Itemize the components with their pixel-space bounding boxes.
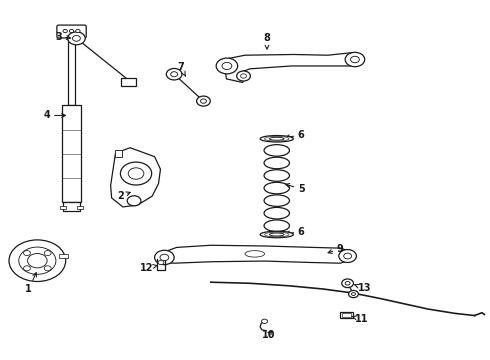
Circle shape <box>24 266 30 271</box>
Text: 11: 11 <box>352 314 368 324</box>
Text: 5: 5 <box>286 184 305 194</box>
Circle shape <box>127 196 141 206</box>
Text: 2: 2 <box>117 191 130 201</box>
Circle shape <box>44 266 51 271</box>
Circle shape <box>348 291 358 298</box>
Polygon shape <box>158 245 351 263</box>
Circle shape <box>73 36 80 41</box>
Polygon shape <box>111 148 160 207</box>
Circle shape <box>343 253 351 259</box>
Ellipse shape <box>260 135 294 142</box>
Circle shape <box>68 32 85 45</box>
Text: 7: 7 <box>177 62 185 76</box>
Bar <box>68 37 75 105</box>
Circle shape <box>171 72 177 77</box>
Bar <box>60 206 66 209</box>
Circle shape <box>216 58 238 74</box>
Text: 8: 8 <box>264 33 270 49</box>
Text: 13: 13 <box>354 283 371 293</box>
Circle shape <box>196 96 210 106</box>
Circle shape <box>158 260 164 265</box>
Circle shape <box>351 293 355 296</box>
Text: 1: 1 <box>25 273 36 294</box>
Circle shape <box>350 56 359 63</box>
Bar <box>59 253 68 258</box>
Circle shape <box>63 30 68 33</box>
Bar <box>342 313 351 317</box>
Text: 6: 6 <box>286 227 305 237</box>
Ellipse shape <box>270 137 284 140</box>
Circle shape <box>24 251 30 256</box>
Circle shape <box>345 52 365 67</box>
Circle shape <box>342 279 353 288</box>
Bar <box>63 202 80 211</box>
Circle shape <box>237 71 250 81</box>
Text: 4: 4 <box>44 111 66 121</box>
Bar <box>115 150 122 157</box>
Circle shape <box>160 254 169 261</box>
Circle shape <box>128 168 144 179</box>
Circle shape <box>121 162 152 185</box>
Circle shape <box>241 74 246 78</box>
Circle shape <box>166 68 182 80</box>
FancyBboxPatch shape <box>57 25 86 38</box>
Circle shape <box>27 253 47 268</box>
Circle shape <box>44 251 51 256</box>
Circle shape <box>339 249 356 262</box>
Text: 12: 12 <box>140 263 157 273</box>
Circle shape <box>222 62 232 69</box>
Ellipse shape <box>270 233 284 236</box>
Text: 6: 6 <box>286 130 305 140</box>
Circle shape <box>19 247 56 274</box>
Circle shape <box>75 30 80 33</box>
Circle shape <box>200 99 206 103</box>
Circle shape <box>155 250 174 265</box>
Circle shape <box>70 30 74 33</box>
Ellipse shape <box>260 231 294 238</box>
Text: 9: 9 <box>328 244 343 254</box>
Bar <box>62 105 81 202</box>
Text: 3: 3 <box>55 32 71 41</box>
Circle shape <box>9 240 66 282</box>
Bar <box>340 312 353 318</box>
Polygon shape <box>122 78 136 86</box>
Circle shape <box>345 282 350 285</box>
Polygon shape <box>225 53 361 82</box>
Circle shape <box>262 319 268 323</box>
Text: 10: 10 <box>262 330 275 340</box>
Bar <box>77 206 83 209</box>
